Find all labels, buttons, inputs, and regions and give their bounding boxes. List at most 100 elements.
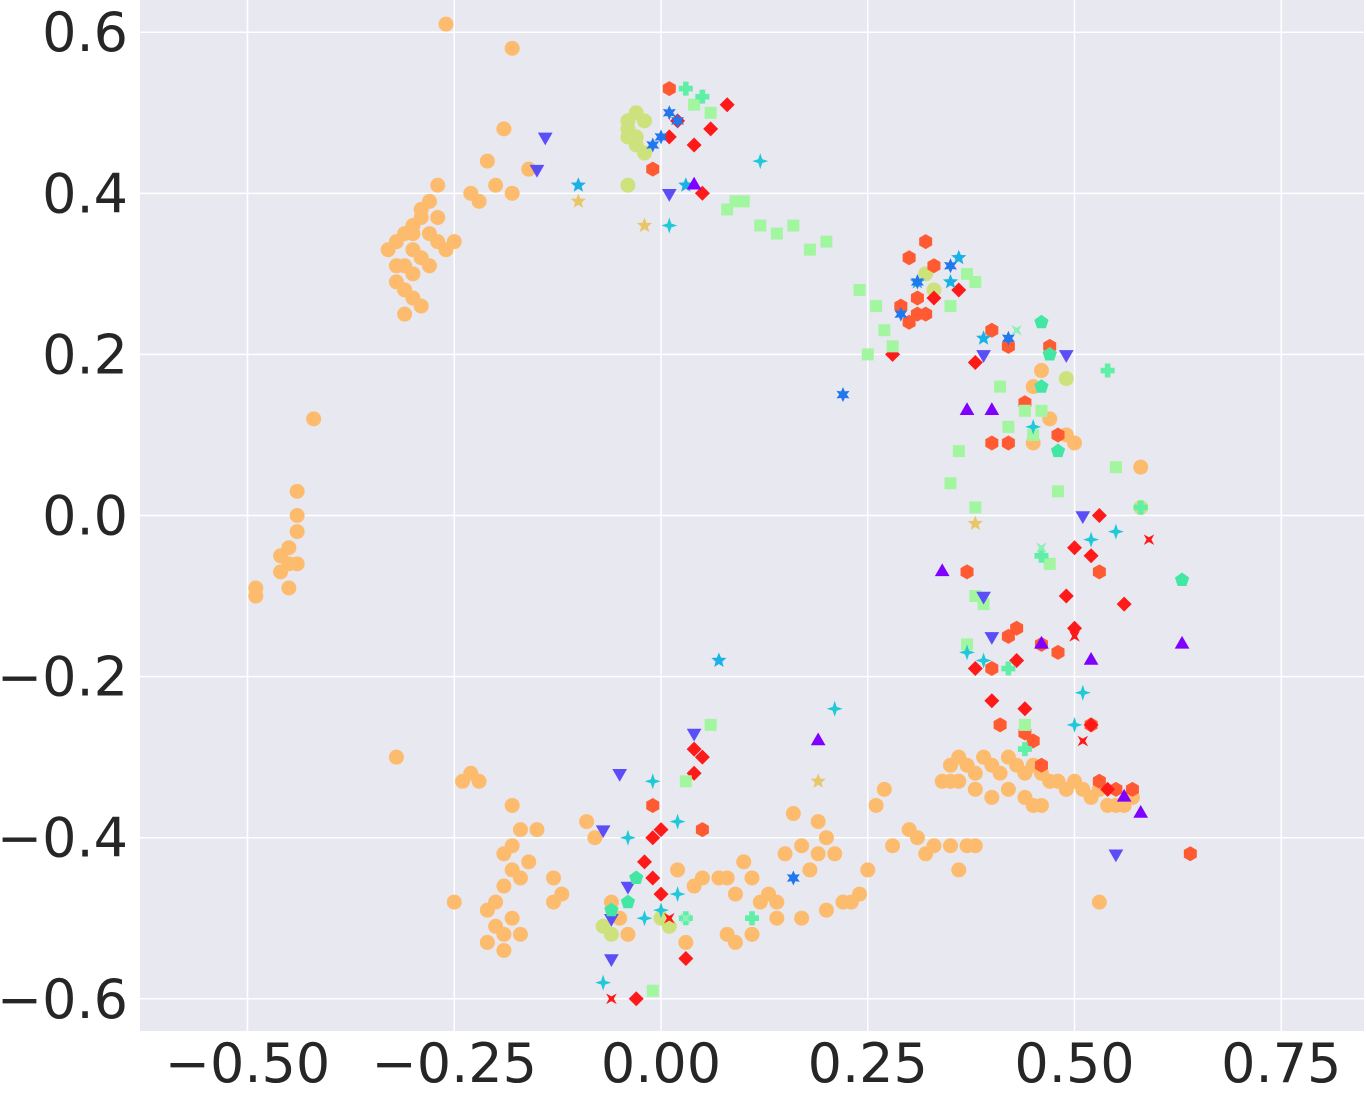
data-point bbox=[870, 300, 883, 313]
data-point bbox=[1133, 500, 1148, 515]
data-point bbox=[836, 387, 850, 403]
data-point bbox=[479, 902, 495, 918]
data-point bbox=[1034, 379, 1049, 393]
data-point bbox=[620, 926, 636, 942]
data-point bbox=[1092, 773, 1106, 789]
data-point bbox=[754, 219, 767, 232]
data-point bbox=[645, 870, 661, 886]
data-point bbox=[1018, 718, 1031, 731]
grid-lines bbox=[140, 0, 1364, 1031]
data-point bbox=[694, 185, 710, 201]
data-point bbox=[1009, 652, 1025, 668]
data-point bbox=[1174, 572, 1190, 587]
data-point bbox=[1069, 631, 1080, 642]
data-point bbox=[1174, 635, 1190, 649]
data-point bbox=[646, 137, 660, 153]
data-point bbox=[1125, 781, 1139, 797]
data-point bbox=[289, 524, 305, 540]
x-axis-tick-labels: −0.50 −0.25 0.00 0.25 0.50 0.75 bbox=[165, 1032, 1342, 1095]
data-point bbox=[645, 830, 661, 846]
data-point bbox=[769, 910, 785, 926]
data-point bbox=[744, 870, 760, 886]
data-point bbox=[479, 934, 495, 950]
x-tick-label: 0.00 bbox=[601, 1032, 721, 1095]
data-point bbox=[1042, 346, 1057, 361]
data-point bbox=[769, 894, 785, 910]
data-point bbox=[281, 580, 297, 596]
data-point bbox=[512, 870, 528, 886]
data-point bbox=[967, 781, 983, 797]
data-point bbox=[686, 741, 702, 757]
data-point bbox=[984, 789, 1000, 805]
data-point bbox=[984, 693, 1000, 709]
data-point bbox=[579, 814, 595, 830]
data-point bbox=[967, 765, 983, 781]
data-point bbox=[388, 258, 404, 274]
data-point bbox=[951, 282, 967, 298]
data-point bbox=[620, 177, 636, 193]
data-points bbox=[248, 16, 1197, 1007]
data-point bbox=[727, 886, 743, 902]
y-tick-label: −0.4 bbox=[0, 807, 128, 870]
data-point bbox=[704, 718, 717, 731]
data-point bbox=[670, 862, 686, 878]
data-point bbox=[678, 951, 694, 967]
data-point bbox=[711, 652, 727, 667]
data-point bbox=[878, 324, 891, 337]
data-point bbox=[629, 870, 644, 885]
data-point bbox=[587, 830, 603, 846]
data-point bbox=[636, 854, 652, 870]
data-point bbox=[446, 234, 462, 250]
data-point bbox=[570, 193, 586, 208]
data-point bbox=[504, 910, 520, 926]
y-tick-label: 0.2 bbox=[42, 323, 128, 386]
data-point bbox=[810, 846, 826, 862]
data-point bbox=[430, 209, 446, 225]
data-point bbox=[496, 942, 512, 958]
data-point bbox=[951, 862, 967, 878]
data-point bbox=[688, 98, 701, 111]
data-point bbox=[529, 822, 545, 838]
data-point bbox=[628, 991, 644, 1007]
data-point bbox=[678, 934, 694, 950]
data-point bbox=[860, 862, 876, 878]
data-point bbox=[943, 258, 957, 274]
data-point bbox=[794, 910, 810, 926]
data-point bbox=[818, 902, 834, 918]
data-point bbox=[413, 298, 429, 314]
data-point bbox=[1025, 797, 1041, 813]
data-point bbox=[967, 515, 983, 531]
data-point bbox=[653, 886, 669, 902]
data-point bbox=[595, 974, 612, 991]
data-point bbox=[1025, 418, 1042, 435]
data-point bbox=[1001, 661, 1016, 676]
data-point bbox=[636, 113, 652, 129]
data-point bbox=[1001, 435, 1015, 451]
data-point bbox=[619, 829, 636, 846]
data-point bbox=[1050, 443, 1066, 458]
data-point bbox=[1109, 461, 1122, 474]
data-point bbox=[1083, 717, 1099, 733]
data-point bbox=[504, 40, 520, 56]
data-point bbox=[669, 813, 686, 830]
data-point bbox=[853, 283, 866, 296]
data-point bbox=[959, 402, 975, 416]
data-point bbox=[1108, 849, 1124, 863]
data-point bbox=[496, 878, 512, 894]
data-point bbox=[1036, 542, 1047, 554]
data-point bbox=[604, 902, 619, 917]
data-point bbox=[984, 632, 1000, 645]
data-point bbox=[976, 591, 991, 605]
data-point bbox=[686, 176, 702, 190]
data-point bbox=[961, 638, 974, 651]
data-point bbox=[1002, 420, 1015, 433]
data-point bbox=[653, 822, 669, 838]
data-point bbox=[570, 177, 586, 192]
data-point bbox=[604, 913, 619, 927]
data-point bbox=[752, 153, 769, 170]
data-point bbox=[1011, 324, 1022, 336]
data-point bbox=[695, 822, 709, 838]
data-point bbox=[802, 862, 818, 878]
data-point bbox=[992, 765, 1008, 781]
data-point bbox=[1092, 564, 1106, 580]
